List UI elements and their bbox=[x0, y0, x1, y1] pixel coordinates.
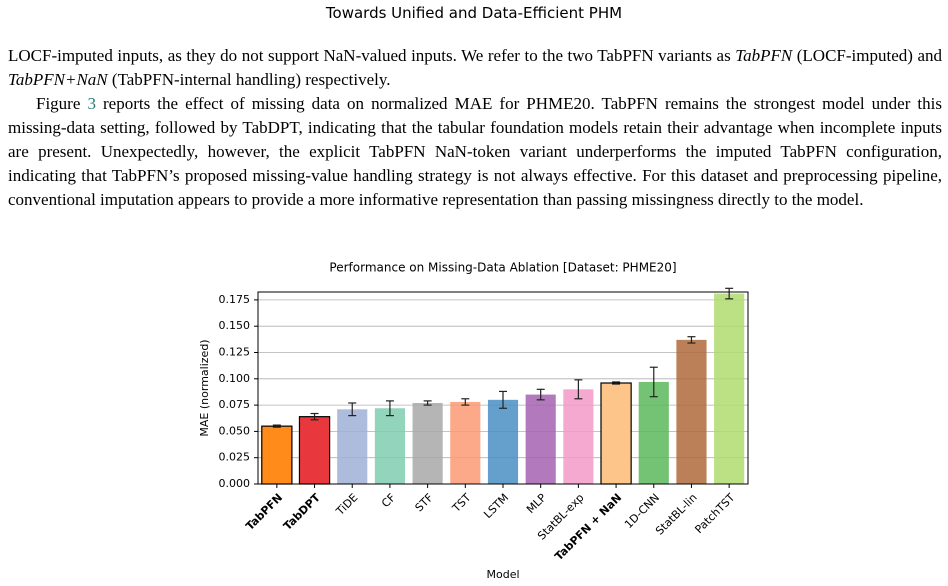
bar bbox=[374, 408, 405, 484]
text: reports the effect of missing data on no… bbox=[8, 94, 942, 209]
y-tick-label: 0.175 bbox=[219, 293, 251, 306]
paragraph: LOCF-imputed inputs, as they do not supp… bbox=[8, 44, 942, 92]
x-tick-label: STF bbox=[413, 491, 436, 514]
x-tick-label: StatBL-lin bbox=[653, 491, 700, 538]
bar bbox=[261, 425, 293, 485]
text: (TabPFN-internal handling) respectively. bbox=[107, 70, 391, 89]
x-tick-label: TiDE bbox=[333, 491, 361, 519]
x-tick-label: TST bbox=[449, 491, 474, 516]
bar bbox=[638, 381, 669, 484]
paragraph: Figure 3 reports the effect of missing d… bbox=[8, 92, 942, 212]
y-tick-label: 0.125 bbox=[219, 345, 251, 358]
bar bbox=[337, 409, 368, 484]
y-axis-label: MAE (normalized) bbox=[198, 339, 211, 436]
bar bbox=[487, 399, 519, 484]
bar bbox=[600, 382, 632, 485]
x-axis-label: Model bbox=[486, 568, 519, 581]
bar bbox=[450, 401, 481, 484]
y-tick-label: 0.100 bbox=[219, 372, 251, 385]
y-tick-label: 0.000 bbox=[219, 477, 251, 490]
running-header: Towards Unified and Data-Efficient PHM bbox=[325, 4, 623, 22]
text: (LOCF-imputed) and bbox=[792, 46, 942, 65]
y-tick-label: 0.075 bbox=[219, 398, 251, 411]
bar bbox=[714, 293, 745, 484]
x-tick-label: LSTM bbox=[481, 491, 511, 521]
chart-title: Performance on Missing-Data Ablation [Da… bbox=[329, 261, 676, 275]
figure-link[interactable]: 3 bbox=[87, 94, 96, 113]
bar bbox=[412, 402, 443, 484]
y-tick-label: 0.050 bbox=[219, 424, 251, 437]
x-tick-label: CF bbox=[379, 491, 398, 510]
x-tick-label: TabPFN + NaN bbox=[552, 491, 624, 563]
text: Figure bbox=[36, 94, 88, 113]
x-tick-label: TabDPT bbox=[281, 491, 323, 533]
x-tick-label: MLP bbox=[524, 491, 549, 516]
bar bbox=[298, 416, 331, 485]
bar bbox=[676, 339, 707, 484]
text: TabPFN bbox=[735, 46, 793, 65]
text: LOCF-imputed inputs, as they do not supp… bbox=[8, 46, 736, 65]
text: TabPFN+NaN bbox=[8, 70, 108, 89]
y-tick-label: 0.025 bbox=[219, 451, 251, 464]
bar bbox=[525, 394, 556, 484]
plot-frame bbox=[257, 291, 749, 485]
bar bbox=[563, 389, 594, 484]
y-tick-label: 0.150 bbox=[219, 319, 251, 332]
x-tick-label: TabPFN bbox=[243, 491, 285, 533]
x-tick-label: PatchTST bbox=[692, 491, 737, 536]
